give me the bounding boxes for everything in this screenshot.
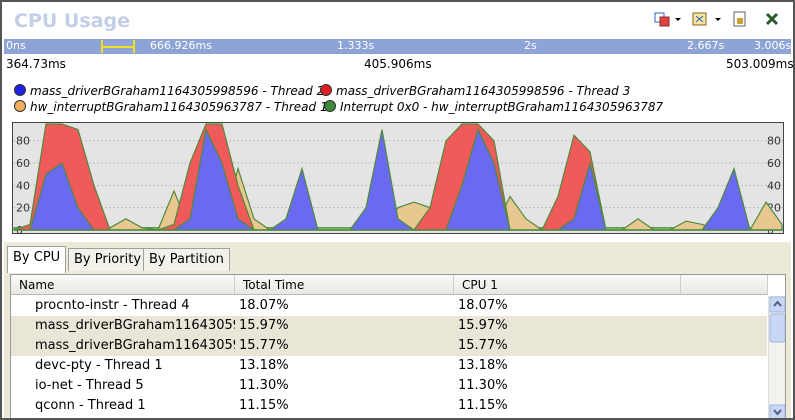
tab[interactable]: By Priority [68, 248, 147, 271]
table-cell: mass_driverBGraham116430599 [35, 316, 235, 336]
y-tick-label: 60 [16, 157, 30, 170]
table-cell: io-net - Thread 5 [35, 376, 235, 396]
legend-swatch [324, 100, 336, 112]
table-cell: procnto-instr - Thread 4 [35, 296, 235, 316]
range-start: 364.73ms [6, 57, 66, 71]
y-tick-label-right: 80 [767, 135, 781, 148]
tab[interactable]: By CPU [7, 246, 66, 273]
table-cell: 18.07% [239, 296, 454, 316]
legend-swatch [320, 84, 332, 96]
chart: 002020404060608080 [12, 122, 784, 238]
legend-label: hw_interruptBGraham1164305963787 - Threa… [30, 100, 328, 114]
table-cell: 11.30% [239, 376, 454, 396]
table-row[interactable]: qconn - Thread 111.15%11.15% [11, 396, 767, 416]
column-header: Name [11, 275, 235, 295]
table-cell: 15.77% [458, 336, 681, 356]
legend-swatch [14, 100, 26, 112]
table: NameTotal TimeCPU 1procnto-instr - Threa… [10, 274, 786, 420]
table-cell: 11.30% [458, 376, 681, 396]
table-cell: 11.15% [239, 396, 454, 416]
legend-item: mass_driverBGraham1164305998596 - Thread… [320, 84, 630, 98]
table-cell: 13.18% [239, 356, 454, 376]
table-row[interactable]: io-net - Thread 511.30%11.30% [11, 376, 767, 396]
dropdown-arrow[interactable] [674, 11, 682, 27]
dropdown-arrow[interactable] [714, 11, 722, 27]
table-row[interactable]: mass_driverBGraham11643059915.77%15.77% [11, 336, 767, 356]
y-tick-label: 80 [16, 135, 30, 148]
timeline-tick: 2.667s [687, 39, 724, 52]
tab[interactable]: By Partition [143, 248, 230, 271]
toolbar-button[interactable] [732, 11, 748, 27]
scrollbar[interactable] [768, 296, 786, 420]
legend-item: Interrupt 0x0 - hw_interruptBGraham11643… [324, 100, 663, 114]
scrollbar-parts [769, 296, 786, 420]
legend-label: mass_driverBGraham1164305998596 - Thread… [30, 84, 324, 98]
legend-swatch [14, 84, 26, 96]
toolbar-button[interactable] [654, 11, 670, 27]
y-tick-label-right: 60 [767, 157, 781, 170]
table-cell: devc-pty - Thread 1 [35, 356, 235, 376]
y-tick-label: 40 [16, 179, 30, 192]
legend-label: Interrupt 0x0 - hw_interruptBGraham11643… [340, 100, 663, 114]
legend-item: hw_interruptBGraham1164305963787 - Threa… [14, 100, 328, 114]
legend-label: mass_driverBGraham1164305998596 - Thread… [336, 84, 630, 98]
range-end: 503.009ms [726, 57, 794, 71]
column-header [681, 275, 768, 295]
table-cell: mass_driverBGraham116430599 [35, 336, 235, 356]
table-row[interactable]: mass_driverBGraham11643059915.97%15.97% [11, 316, 767, 336]
toolbar-button[interactable] [692, 11, 708, 27]
table-cell: 13.18% [458, 356, 681, 376]
y-tick-label: 20 [16, 202, 30, 215]
timeline-tick: 1.333s [337, 39, 374, 52]
close-button[interactable] [764, 11, 780, 27]
timeline-tick: 2s [524, 39, 537, 52]
table-row[interactable]: procnto-instr - Thread 418.07%18.07% [11, 296, 767, 316]
timeline-tick: 3.006s [754, 39, 791, 52]
selection-marker[interactable] [100, 39, 136, 54]
y-tick-label-right: 40 [767, 179, 781, 192]
table-cell: 15.97% [239, 316, 454, 336]
legend-item: mass_driverBGraham1164305998596 - Thread… [14, 84, 324, 98]
range-middle: 405.906ms [364, 57, 432, 71]
table-cell: 18.07% [458, 296, 681, 316]
table-cell: 11.15% [458, 396, 681, 416]
timeline-bar[interactable]: 0ns 666.926ms 1.333s 2s 2.667s 3.006s [4, 39, 791, 54]
timeline-tick: 0ns [6, 39, 26, 52]
table-row[interactable]: devc-pty - Thread 113.18%13.18% [11, 356, 767, 376]
view-title: CPU Usage [14, 10, 130, 32]
table-cell: qconn - Thread 1 [35, 396, 235, 416]
column-header: Total Time [235, 275, 454, 295]
table-cell: 15.77% [239, 336, 454, 356]
timeline-tick: 666.926ms [150, 39, 212, 52]
table-cell: 15.97% [458, 316, 681, 336]
column-header: CPU 1 [454, 275, 681, 295]
